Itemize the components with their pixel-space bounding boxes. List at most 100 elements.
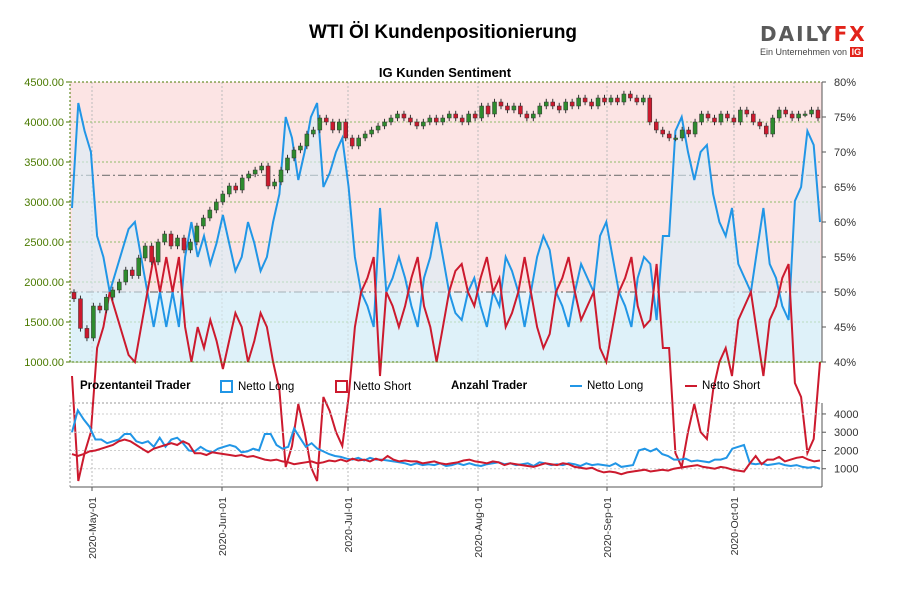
candle-body xyxy=(142,245,148,259)
candle-body xyxy=(214,201,219,211)
candle-body xyxy=(576,97,581,107)
candle-body xyxy=(537,105,543,115)
y-count-tick-label: 4000 xyxy=(834,409,858,421)
candle-body xyxy=(466,113,471,123)
candle-body xyxy=(84,328,90,339)
y-left-tick-label: 1000.00 xyxy=(24,357,64,369)
candle-body xyxy=(602,97,607,103)
chart-subtitle: IG Kunden Sentiment xyxy=(378,65,512,80)
candle-body xyxy=(783,109,788,115)
legend-cnt-short-swatch xyxy=(685,385,697,387)
candle-body xyxy=(155,241,161,263)
candle-body xyxy=(233,185,238,191)
candle-body xyxy=(434,117,439,123)
candle-body xyxy=(356,137,361,147)
x-tick-label: 2020-Aug-01 xyxy=(473,497,485,558)
candle-body xyxy=(162,233,167,243)
x-tick-label: 2020-Jul-01 xyxy=(343,497,355,553)
y-left-tick-label: 2500.00 xyxy=(24,237,64,249)
candle-body xyxy=(440,117,446,123)
candle-body xyxy=(763,125,769,135)
count-short-line xyxy=(71,438,821,476)
candle-body xyxy=(673,137,678,140)
candle-body xyxy=(751,113,756,123)
candle-body xyxy=(809,109,814,115)
candle-body xyxy=(227,185,232,195)
candle-body xyxy=(712,117,717,123)
chart-title: WTI Öl Kundenpositionierung xyxy=(308,22,578,43)
candle-body xyxy=(802,113,808,116)
candle-body xyxy=(776,109,782,119)
legend-cnt-short-label: Netto Short xyxy=(702,380,761,392)
candle-body xyxy=(330,121,336,131)
candle-body xyxy=(104,296,109,311)
candle-body xyxy=(239,177,245,191)
candle-body xyxy=(485,105,491,115)
y-count-tick-label: 1000 xyxy=(834,464,858,476)
candle-body xyxy=(459,117,465,123)
candle-body xyxy=(770,117,775,135)
candle-body xyxy=(498,101,504,107)
candle-body xyxy=(337,121,342,131)
candle-body xyxy=(647,97,653,123)
candle-body xyxy=(705,113,711,119)
candle-body xyxy=(666,133,672,139)
y-left-tick-label: 3000.00 xyxy=(24,197,64,209)
legend-pct-header: Prozentanteil Trader xyxy=(80,380,191,392)
candle-body xyxy=(718,113,724,123)
candle-body xyxy=(97,305,103,311)
candle-body xyxy=(414,121,420,127)
x-tick-label: 2020-May-01 xyxy=(87,497,99,559)
legend-cnt-header: Anzahl Trader xyxy=(451,380,528,392)
dailyfx-logo[interactable]: DAILYFX Ein Unternehmen von IG xyxy=(760,22,870,62)
candle-body xyxy=(252,169,258,175)
y-left-tick-label: 4500.00 xyxy=(24,77,64,89)
x-tick-label: 2020-Oct-01 xyxy=(729,497,741,556)
candle-body xyxy=(291,149,297,159)
candle-body xyxy=(589,101,594,107)
candle-body xyxy=(569,101,575,107)
y-right-tick-label: 55% xyxy=(834,252,856,264)
candle-body xyxy=(531,113,536,119)
candle-body xyxy=(168,233,174,247)
candle-body xyxy=(110,289,116,298)
logo-tagline: Ein Unternehmen von IG xyxy=(760,47,870,57)
candle-body xyxy=(524,113,530,119)
legend-cnt-long: Netto Long xyxy=(570,380,643,392)
candle-body xyxy=(472,113,478,119)
y-right-tick-label: 50% xyxy=(834,287,856,299)
x-tick-label: 2020-Sep-01 xyxy=(602,497,614,558)
candle-body xyxy=(550,101,555,107)
candle-body xyxy=(757,121,763,127)
candle-body xyxy=(686,129,691,135)
candle-body xyxy=(272,181,277,187)
candle-body xyxy=(117,281,122,291)
candle-body xyxy=(78,298,83,329)
candle-body xyxy=(149,245,154,263)
candle-body xyxy=(544,101,549,107)
y-left-tick-label: 2000.00 xyxy=(24,277,64,289)
candle-body xyxy=(511,105,517,111)
ig-badge: IG xyxy=(849,47,864,57)
candle-body xyxy=(362,133,368,139)
y-left-tick-label: 1500.00 xyxy=(24,317,64,329)
candle-body xyxy=(278,169,284,183)
candle-body xyxy=(175,237,180,247)
legend-pct-short-label: Netto Short xyxy=(353,380,412,393)
candle-body xyxy=(654,121,659,131)
candle-body xyxy=(446,113,452,119)
candle-body xyxy=(324,117,329,123)
candle-body xyxy=(285,157,290,171)
logo-text-main: DAILY xyxy=(760,22,834,46)
candle-body xyxy=(129,269,135,276)
candle-body xyxy=(789,113,795,119)
candle-body xyxy=(375,125,381,131)
legend-cnt-long-label: Netto Long xyxy=(587,380,644,392)
y-left-tick-label: 4000.00 xyxy=(24,117,64,129)
legend-pct-short-swatch xyxy=(335,380,348,393)
y-left-tick-label: 3500.00 xyxy=(24,157,64,169)
candle-body xyxy=(421,121,426,127)
candle-body xyxy=(505,105,510,111)
candle-body xyxy=(91,305,96,339)
